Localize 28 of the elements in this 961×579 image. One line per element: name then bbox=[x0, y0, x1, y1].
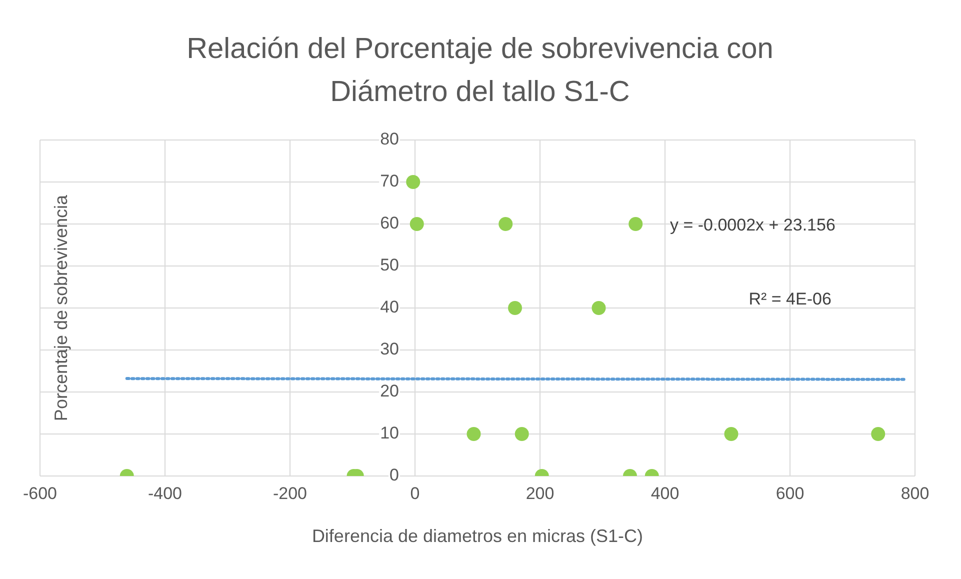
y-tick-label: 30 bbox=[380, 340, 399, 359]
annotation: R² = 4E-06 bbox=[748, 289, 832, 308]
y-tick-label: 60 bbox=[380, 214, 399, 233]
y-tick-label: 10 bbox=[380, 424, 399, 443]
point bbox=[498, 217, 513, 231]
chart-title: Relación del Porcentaje de sobrevivencia con Diámetro del tallo S1-C bbox=[186, 32, 774, 110]
y-tick-label: 50 bbox=[380, 256, 399, 275]
x-tick-label: 800 bbox=[900, 484, 930, 503]
x-tick-label: 0 bbox=[410, 484, 420, 503]
point bbox=[406, 175, 420, 189]
x-tick-label: -200 bbox=[272, 484, 308, 503]
y-axis-title: Porcentaje de sobrevivencia bbox=[50, 194, 71, 422]
annotation: y = -0.0002x + 23.156 bbox=[670, 215, 836, 234]
point bbox=[628, 217, 643, 231]
y-tick-label: 80 bbox=[380, 130, 399, 149]
x-tick-label: 400 bbox=[650, 484, 680, 503]
y-tick-label: 70 bbox=[380, 172, 399, 191]
x-tick-label: 200 bbox=[526, 484, 554, 503]
point bbox=[508, 301, 522, 315]
y-tick-label: 20 bbox=[380, 382, 399, 401]
x-tick-label: -600 bbox=[22, 484, 58, 503]
x-tick-label: 600 bbox=[776, 484, 804, 503]
y-tick-label: 40 bbox=[380, 298, 399, 317]
y-tick-label: 0 bbox=[390, 466, 399, 485]
x-tick-label: -400 bbox=[148, 484, 182, 503]
x-axis-title: Diferencia de diametros en micras (S1-C) bbox=[312, 526, 644, 546]
point bbox=[410, 217, 424, 231]
point bbox=[592, 301, 606, 315]
